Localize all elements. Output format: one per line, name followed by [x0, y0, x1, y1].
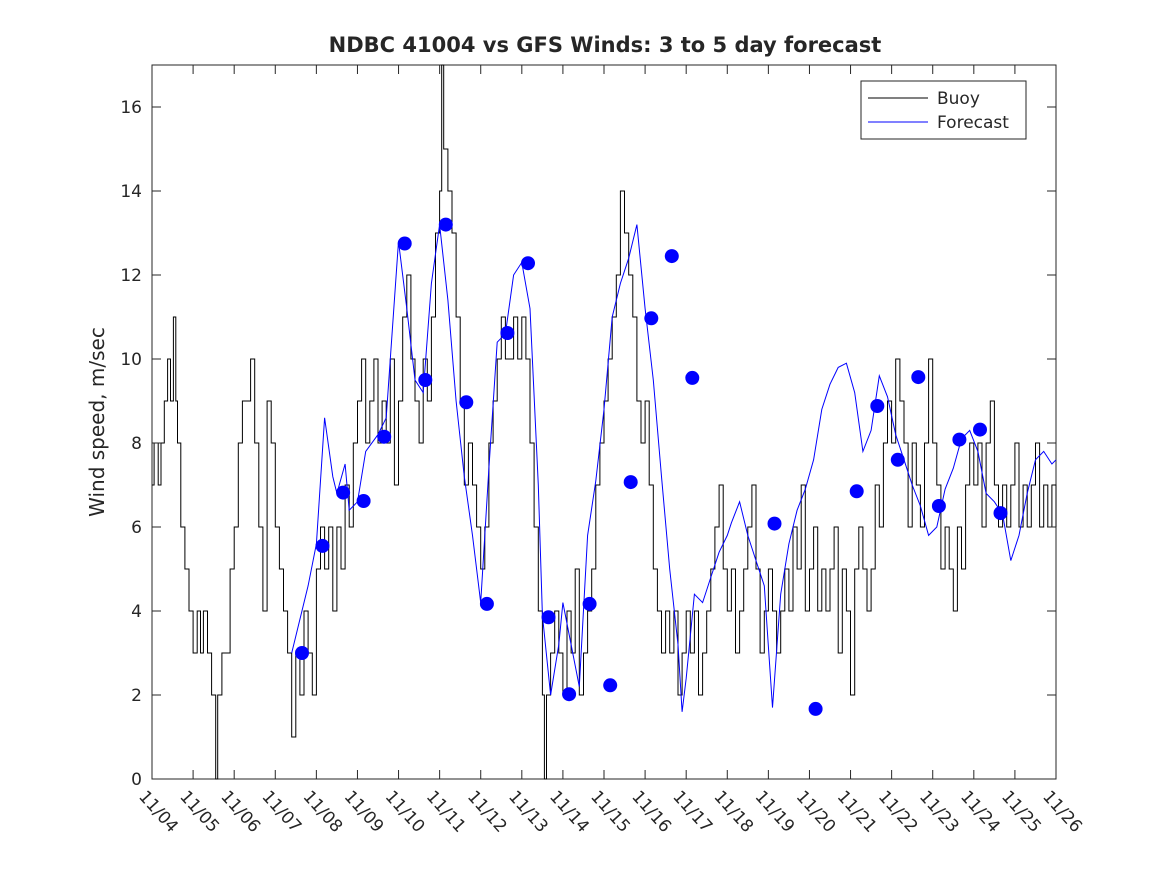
x-tick-label: 11/05: [175, 787, 223, 837]
x-tick-label: 11/04: [134, 787, 182, 837]
forecast-marker: [849, 484, 864, 499]
forecast-marker: [664, 249, 679, 264]
forecast-marker: [336, 485, 351, 500]
y-axis-ticks: 0 2 4 6 8 10 12 14 16: [120, 98, 1056, 790]
forecast-marker: [500, 326, 515, 340]
series-layer: [152, 64, 1057, 780]
legend: Buoy Forecast: [860, 80, 1027, 140]
y-tick-label: 8: [131, 434, 142, 454]
forecast-marker: [521, 256, 535, 271]
x-tick-label: 11/22: [874, 787, 922, 837]
forecast-marker: [295, 646, 309, 660]
forecast-marker: [438, 217, 453, 232]
y-tick-label: 12: [120, 266, 142, 286]
x-tick-label: 11/11: [422, 787, 470, 837]
forecast-marker: [993, 506, 1008, 521]
y-tick-label: 10: [120, 350, 142, 370]
y-axis-label: Wind speed, m/sec: [85, 327, 109, 517]
forecast-marker: [952, 432, 967, 447]
y-tick-label: 16: [120, 98, 142, 118]
x-tick-label: 11/15: [586, 787, 634, 837]
x-tick-label: 11/20: [792, 787, 840, 837]
y-tick-label: 6: [131, 518, 142, 538]
x-tick-label: 11/13: [504, 787, 552, 837]
forecast-marker: [377, 429, 392, 444]
forecast-marker: [911, 370, 926, 385]
forecast-marker: [767, 516, 782, 531]
series-buoy-line: [152, 64, 1057, 780]
forecast-marker: [603, 678, 618, 693]
forecast-marker: [459, 395, 474, 410]
forecast-marker: [582, 596, 597, 611]
forecast-marker: [418, 373, 433, 387]
x-tick-label: 11/12: [463, 787, 511, 837]
x-tick-label: 11/16: [627, 787, 675, 837]
x-tick-label: 11/21: [833, 787, 881, 837]
legend-forecast-label: Forecast: [937, 113, 1009, 133]
y-tick-label: 2: [131, 686, 142, 706]
x-tick-label: 11/17: [668, 787, 716, 837]
series-forecast-line: [291, 224, 1057, 712]
legend-buoy-label: Buoy: [937, 89, 980, 109]
x-tick-label: 11/06: [216, 787, 264, 837]
forecast-marker: [890, 452, 905, 467]
forecast-marker: [685, 370, 700, 385]
x-axis-ticks: 11/0411/0511/0611/0711/0811/0911/1011/11…: [134, 65, 1086, 837]
y-tick-label: 0: [131, 770, 142, 790]
x-tick-label: 11/25: [997, 787, 1045, 837]
y-tick-label: 4: [131, 602, 142, 622]
x-tick-label: 11/23: [915, 787, 963, 837]
chart-title: NDBC 41004 vs GFS Winds: 3 to 5 day fore…: [329, 33, 882, 57]
forecast-marker: [931, 499, 946, 513]
x-tick-label: 11/09: [340, 787, 388, 837]
y-tick-label: 14: [120, 182, 142, 202]
x-tick-label: 11/18: [710, 787, 758, 837]
x-tick-label: 11/08: [299, 787, 347, 837]
forecast-marker: [562, 687, 577, 702]
forecast-marker: [541, 610, 556, 625]
x-tick-label: 11/24: [956, 787, 1004, 837]
forecast-marker: [644, 311, 659, 326]
forecast-marker: [808, 701, 823, 716]
forecast-marker: [356, 494, 371, 508]
x-tick-label: 11/26: [1038, 787, 1086, 837]
forecast-marker: [315, 538, 330, 553]
forecast-marker: [973, 422, 987, 437]
x-tick-label: 11/07: [258, 787, 306, 837]
forecast-marker: [479, 596, 494, 611]
x-tick-label: 11/14: [545, 787, 593, 837]
x-tick-label: 11/19: [751, 787, 799, 837]
forecast-marker: [623, 475, 638, 490]
legend-box: [860, 80, 1027, 140]
forecast-marker: [397, 236, 412, 251]
forecast-marker: [870, 399, 885, 413]
x-tick-label: 11/10: [381, 787, 429, 837]
